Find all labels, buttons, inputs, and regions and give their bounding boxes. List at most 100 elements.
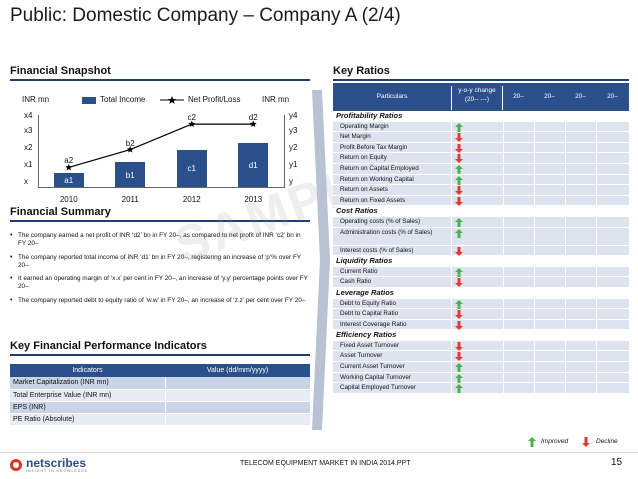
snapshot-underline bbox=[10, 79, 310, 81]
table-row: Current Asset Turnover bbox=[333, 362, 629, 373]
ratios-table-header: Particulars y-o-y change (20-- ---) 20– … bbox=[333, 83, 629, 111]
table-row: Working Capital Turnover bbox=[333, 372, 629, 384]
ratio-category-label: Profitability Ratios bbox=[336, 111, 403, 120]
decline-arrow-icon bbox=[455, 133, 463, 143]
decline-arrow-icon bbox=[455, 278, 463, 288]
improved-legend-label: Improved bbox=[541, 438, 569, 445]
kpi-indicator: EPS (INR) bbox=[10, 401, 165, 414]
table-row: PE Ratio (Absolute) bbox=[10, 413, 310, 426]
decline-arrow-icon bbox=[582, 437, 590, 447]
left-tick-1: x1 bbox=[24, 160, 33, 169]
kpi-indicator: Total Enterprise Value (INR mn) bbox=[10, 389, 165, 402]
net-profit-legend-swatch bbox=[160, 96, 184, 104]
improved-arrow-icon bbox=[455, 122, 463, 132]
point-label-2010: a2 bbox=[64, 156, 74, 166]
ratios-col-year2: 20– bbox=[544, 93, 555, 100]
summary-underline bbox=[10, 220, 310, 222]
ratio-label: Return on Assets bbox=[340, 186, 388, 194]
chevron-right-icon bbox=[312, 90, 330, 430]
ratio-label: Working Capital Turnover bbox=[340, 373, 411, 381]
table-row: Return on Working Capital bbox=[333, 174, 629, 186]
ratios-col-yoy: y-o-y change (20-- ---) bbox=[451, 86, 503, 110]
total-income-legend-swatch bbox=[82, 97, 96, 104]
right-tick-2: y2 bbox=[289, 143, 298, 152]
ratio-category-label: Cost Ratios bbox=[336, 206, 378, 216]
table-row: Return on Equity bbox=[333, 153, 629, 164]
netscribes-logo-icon bbox=[10, 459, 22, 471]
ratios-col-year4: 20– bbox=[607, 93, 618, 100]
kpi-value bbox=[164, 413, 310, 426]
netscribes-logo-text: netscribes bbox=[26, 456, 87, 470]
ratio-label: Profit Before Tax Margin bbox=[340, 143, 408, 151]
ratios-col-year3: 20– bbox=[575, 93, 586, 100]
improved-arrow-icon bbox=[455, 384, 463, 394]
table-row: Market Capitalization (INR mn) bbox=[10, 377, 310, 390]
total-income-legend-label: Total Income bbox=[100, 95, 146, 104]
improved-arrow-icon bbox=[455, 299, 463, 309]
year-label-2011: 2011 bbox=[121, 195, 139, 204]
kpi-indicator: PE Ratio (Absolute) bbox=[10, 413, 165, 426]
table-row: Fixed Asset Turnover bbox=[333, 340, 629, 352]
improved-arrow-icon bbox=[528, 437, 536, 447]
right-unit-label: INR mn bbox=[262, 95, 290, 104]
summary-list: The company earned a net profit of INR ‘… bbox=[10, 232, 310, 310]
ratios-col-particulars: Particulars bbox=[376, 93, 408, 100]
ratio-label: Interest costs (% of Sales) bbox=[340, 246, 414, 254]
year-label-2013: 2013 bbox=[244, 195, 263, 204]
page-number: 15 bbox=[611, 457, 623, 468]
kpi-col-indicators: Indicators bbox=[10, 364, 165, 377]
ratio-label: Return on Fixed Assets bbox=[340, 196, 406, 204]
net-profit-legend-label: Net Profit/Loss bbox=[188, 95, 241, 104]
table-row: Operating costs (% of Sales) bbox=[333, 216, 629, 228]
ratio-category-label: Leverage Ratios bbox=[336, 287, 394, 297]
ratio-label: Net Margin bbox=[340, 133, 371, 141]
table-row: Total Enterprise Value (INR mn) bbox=[10, 389, 310, 402]
improved-arrow-icon bbox=[455, 228, 463, 238]
left-unit-label: INR mn bbox=[22, 95, 50, 104]
right-tick-0: y bbox=[289, 177, 293, 186]
decline-arrow-icon bbox=[455, 143, 463, 153]
financial-snapshot-header: Financial Snapshot bbox=[10, 65, 111, 77]
ratio-category: Liquidity Ratios bbox=[333, 256, 629, 267]
summary-item: The company earned a net profit of INR ‘… bbox=[10, 232, 310, 249]
ratio-label: Cash Ratio bbox=[340, 278, 372, 286]
summary-item: The company reported total income of INR… bbox=[10, 254, 310, 271]
table-row: Interest Coverage Ratio bbox=[333, 319, 629, 331]
kpi-header: Key Financial Performance Indicators bbox=[10, 340, 207, 352]
table-row: EPS (INR) bbox=[10, 401, 310, 414]
kpi-indicator: Market Capitalization (INR mn) bbox=[10, 377, 165, 390]
table-row: Net Margin bbox=[333, 132, 629, 143]
bar-2010 bbox=[53, 173, 84, 187]
decline-legend-label: Decline bbox=[596, 438, 618, 445]
ratios-table-body: Profitability Ratios Operating Margin Net … bbox=[333, 111, 629, 394]
ratio-label: Return on Equity bbox=[340, 154, 387, 162]
summary-item: The company reported debt to equity rati… bbox=[10, 297, 310, 306]
ratio-category: Profitability Ratios bbox=[333, 111, 629, 122]
financial-summary-header: Financial Summary bbox=[10, 206, 111, 218]
right-tick-3: y3 bbox=[289, 126, 298, 135]
table-row: Interest costs (% of Sales) bbox=[333, 245, 629, 257]
table-row: Current Ratio bbox=[333, 266, 629, 278]
table-row: Return on Assets bbox=[333, 185, 629, 196]
kpi-value bbox=[164, 401, 310, 414]
ratio-label: Current Ratio bbox=[340, 267, 378, 275]
table-row: Debt to Capital Ratio bbox=[333, 309, 629, 320]
ratio-label: Debt to Capital Ratio bbox=[340, 310, 399, 318]
ratios-col-year1: 20– bbox=[513, 93, 524, 100]
ratio-category-label: Liquidity Ratios bbox=[336, 256, 393, 266]
ratio-category-label: Efficiency Ratios bbox=[336, 330, 397, 340]
bar-label-2013: d1 bbox=[248, 160, 258, 170]
point-label-2011: b2 bbox=[125, 138, 135, 148]
right-tick-4: y4 bbox=[289, 111, 298, 120]
right-tick-1: y1 bbox=[289, 160, 298, 169]
ratio-label: Capital Employed Turnover bbox=[340, 384, 416, 392]
table-row: Cash Ratio bbox=[333, 277, 629, 288]
kpi-value bbox=[164, 377, 310, 390]
ratio-category: Cost Ratios bbox=[333, 206, 629, 217]
left-tick-4: x4 bbox=[24, 111, 33, 120]
net-profit-polyline bbox=[68, 123, 254, 169]
table-row: Operating Margin bbox=[333, 121, 629, 133]
kpi-underline bbox=[10, 354, 310, 356]
ratio-label: Interest Coverage Ratio bbox=[340, 320, 407, 328]
decline-arrow-icon bbox=[455, 186, 463, 196]
